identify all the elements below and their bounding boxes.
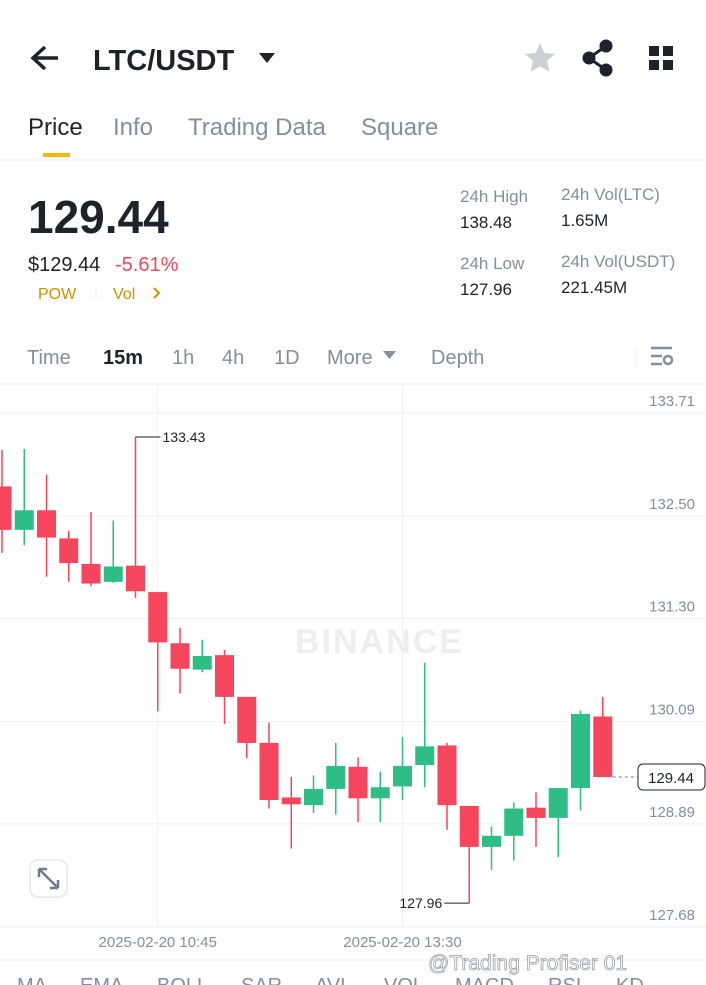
candle-body	[593, 716, 613, 778]
stat-value: 1.65M	[561, 211, 608, 230]
candlestick-chart: BINANCE 133.71 132.50 131.30 130.09 128.89 127…	[0, 385, 706, 951]
candle-body	[237, 696, 257, 743]
tab[interactable]: Trading Data	[188, 114, 327, 141]
expand-icon	[37, 867, 60, 890]
tab[interactable]: Info	[113, 114, 153, 141]
candle-body	[482, 835, 501, 847]
y-tick-label: 127.68	[649, 907, 695, 924]
candle-body	[526, 807, 546, 818]
pair-title[interactable]: LTC/USDT	[93, 45, 235, 77]
annotation-label: 127.96	[399, 895, 442, 911]
indicator-tab[interactable]: MACD	[455, 975, 514, 985]
tab[interactable]: Square	[361, 114, 438, 141]
candle-body	[548, 788, 568, 818]
candle-body	[459, 805, 479, 847]
y-tick-label: 131.30	[649, 599, 695, 616]
tag[interactable]: POW	[38, 286, 77, 303]
back-button[interactable]	[30, 45, 58, 71]
indicator-tab[interactable]: EMA	[80, 975, 124, 985]
last-price: 129.44	[28, 191, 169, 243]
stat-value: 127.96	[460, 280, 512, 299]
watermark-overlay: @Trading Profiser 01	[428, 952, 627, 975]
more-dropdown	[383, 351, 396, 359]
indicator-tab[interactable]: SAR	[241, 975, 282, 985]
y-tick-label: 133.71	[649, 393, 695, 410]
candle-body	[148, 592, 168, 643]
candle-body	[103, 566, 123, 582]
pair-dropdown[interactable]	[259, 53, 275, 63]
candle-body	[170, 643, 190, 669]
x-tick-label: 2025-02-20 10:45	[99, 934, 217, 951]
chart-watermark: BINANCE	[295, 623, 464, 661]
indicator-tab[interactable]: RSI	[548, 975, 581, 985]
y-tick-label: 130.09	[649, 702, 695, 719]
candle-body	[14, 510, 34, 530]
current-price-box	[637, 763, 706, 791]
interval[interactable]: Depth	[431, 347, 484, 369]
tab[interactable]: Price	[28, 114, 83, 141]
indicator-tab[interactable]: VOL	[384, 975, 424, 985]
candle-body	[215, 655, 234, 697]
stat-value: 221.45M	[561, 278, 627, 297]
indicator-tab[interactable]: MA	[17, 975, 48, 985]
candle-body	[281, 797, 301, 805]
candle-body	[437, 745, 457, 806]
menu-icon[interactable]	[649, 46, 673, 70]
indicator-tab[interactable]: BOLL	[157, 975, 208, 985]
candle-body	[59, 538, 79, 564]
interval[interactable]: 1h	[172, 347, 194, 369]
candle-body	[126, 565, 145, 592]
interval[interactable]: More	[327, 347, 373, 369]
stat-label: 24h Vol(USDT)	[561, 252, 675, 271]
indicator-tab[interactable]: KD	[616, 975, 644, 985]
y-tick-label: 128.89	[649, 804, 695, 821]
candle-body	[504, 808, 524, 836]
candle-body	[348, 766, 368, 799]
indicator-bar: MA EMA BOLL SAR AVL VOL MACD RSI KD	[0, 959, 706, 985]
candle-body	[415, 746, 435, 766]
y-tick-label: 132.50	[649, 496, 695, 513]
candle-body	[304, 788, 323, 806]
favorite-icon[interactable]	[525, 43, 555, 72]
interval[interactable]: 1D	[274, 347, 300, 369]
usd-price: $129.44	[28, 254, 100, 276]
candle-body	[192, 656, 212, 670]
candle-body	[571, 713, 590, 789]
stat-value: 138.48	[460, 213, 512, 232]
indicator-tab[interactable]: AVL	[315, 975, 351, 985]
price-change: -5.61%	[115, 254, 179, 276]
stat-label: 24h Vol(LTC)	[561, 185, 660, 204]
candle-body	[37, 510, 56, 538]
interval[interactable]: Time	[27, 347, 71, 369]
stat-label: 24h Low	[460, 254, 525, 273]
annotation-label: 133.43	[163, 429, 206, 445]
current-price-label: 129.44	[648, 770, 694, 787]
candle-body	[370, 787, 390, 799]
x-tick-label: 2025-02-20 13:30	[343, 934, 461, 951]
tag-arrow	[153, 287, 161, 299]
tag[interactable]: Vol	[113, 286, 135, 303]
candle-body	[0, 486, 12, 530]
candle-body	[81, 563, 101, 584]
candle-body	[326, 765, 346, 789]
candle-body	[259, 742, 279, 801]
tab-indicator	[43, 153, 70, 157]
interval[interactable]: 4h	[222, 347, 244, 369]
candle-body	[393, 765, 412, 787]
chart-settings-icon[interactable]	[651, 346, 674, 366]
share-icon[interactable]	[582, 39, 613, 77]
stat-label: 24h High	[460, 187, 528, 206]
interval[interactable]: 15m	[103, 347, 143, 369]
